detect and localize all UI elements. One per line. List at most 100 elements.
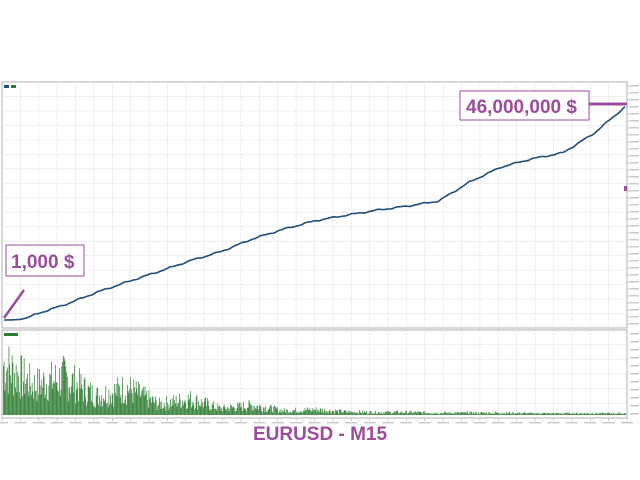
volume-bar [6,370,7,415]
volume-bar [608,412,610,415]
volume-bar [219,406,221,415]
volume-bar [520,413,522,415]
volume-bar [570,413,571,415]
volume-bar [538,413,539,415]
volume-bar [606,413,607,415]
volume-bar [536,413,538,415]
volume-bar [74,365,75,415]
volume-bar [328,410,330,415]
volume-bar [521,413,523,415]
x-axis-tick-label [253,422,266,424]
x-axis-tick-label [547,422,560,424]
volume-bar [618,412,619,415]
x-axis-tick-label [32,422,45,424]
volume-bar [290,411,291,415]
y-axis-tick-label [630,225,639,227]
volume-bar [427,413,428,415]
volume-bar [117,377,119,415]
volume-bar [336,410,338,415]
volume-bar [461,412,463,415]
y-axis-tick-label [630,302,639,304]
x-axis-tick-label [418,422,431,424]
volume-bar [599,412,600,415]
volume-bar [203,401,205,415]
volume-bar [383,412,384,415]
volume-bar [27,391,29,415]
volume-bar [69,386,71,415]
x-axis-tick-label [161,422,174,424]
volume-bar [540,413,542,415]
volume-bar [392,412,394,415]
volume-bar [571,413,572,415]
volume-bar [51,388,53,415]
volume-bar [136,388,138,415]
volume-bar [268,408,270,415]
volume-bar [262,412,263,415]
volume-bar [464,411,466,415]
volume-bar [54,383,55,415]
volume-bar [574,413,575,415]
volume-bar [304,407,306,415]
x-axis-tick-label [473,422,486,424]
volume-bar [549,413,551,415]
volume-bar [483,412,485,415]
volume-bar [467,413,469,415]
volume-bar [514,413,515,415]
volume-bar [547,413,549,415]
volume-bar [503,412,505,415]
volume-bar [50,375,51,415]
volume-bar [326,411,327,415]
x-axis-tick-label [529,422,542,424]
volume-bar [168,404,170,415]
volume-bar [140,395,142,415]
volume-bar [429,413,431,415]
volume-bar [254,406,255,415]
volume-bar [523,412,525,415]
x-axis-tick-label [437,422,450,424]
volume-bar [585,413,587,415]
volume-bar [14,372,15,415]
volume-bar [318,410,319,415]
volume-bar [292,410,294,415]
volume-bar [59,367,60,415]
volume-bar [539,413,541,415]
volume-bar [607,412,608,415]
volume-bar [198,401,199,415]
volume-bar [451,413,452,415]
volume-bar [95,407,96,415]
volume-bar [427,413,429,415]
volume-bar [44,397,46,415]
volume-bar [285,412,287,415]
volume-bar [105,386,107,415]
y-axis-tick-label [630,204,639,206]
volume-bar [220,410,222,415]
volume-bar [303,411,305,415]
volume-bar [362,410,363,415]
volume-bar [457,412,459,415]
volume-bar [12,362,14,415]
volume-bar [206,405,207,415]
volume-bar [455,412,456,415]
volume-bar [43,372,44,415]
volume-bar [283,411,284,415]
volume-bar [439,413,440,415]
volume-bar [398,413,399,415]
volume-bar [295,407,296,415]
x-axis-tick-label [326,422,339,424]
volume-bar [17,371,19,415]
volume-bar [186,408,187,415]
volume-bar [551,412,553,415]
volume-bar [103,401,105,415]
volume-bar [590,413,591,415]
volume-bar [408,412,410,415]
volume-bar [545,413,547,415]
volume-bar [416,413,418,415]
y-axis-tick-label [630,85,639,87]
volume-bar [67,376,68,415]
volume-bar [390,411,391,415]
volume-bar [235,410,237,415]
volume-bar [218,406,219,415]
volume-bar [431,413,433,415]
volume-bar [63,355,64,415]
x-axis-tick-label [345,422,358,424]
